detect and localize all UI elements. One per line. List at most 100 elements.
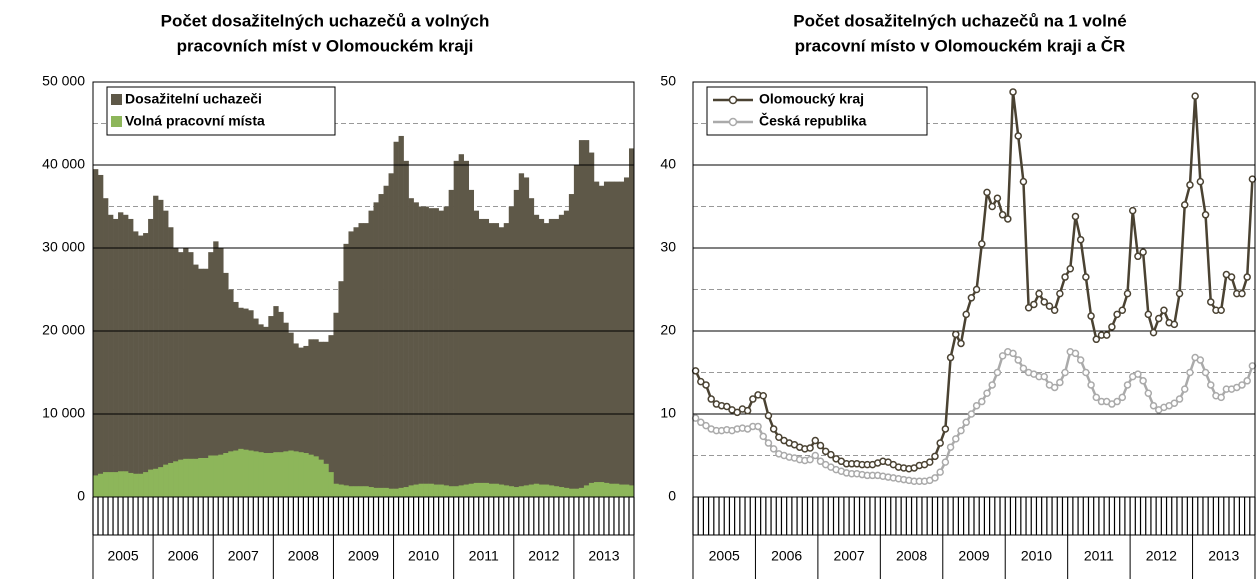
point: [1076, 356, 1085, 364]
x-tick-label: 2005: [107, 548, 138, 564]
point: [749, 395, 757, 403]
x-tick-label: 2010: [408, 548, 439, 564]
point: [1248, 362, 1257, 370]
bar: [348, 486, 354, 497]
point: [1045, 302, 1054, 310]
point: [1181, 385, 1189, 393]
legend-box: [706, 86, 928, 136]
point: [1181, 201, 1189, 209]
legend-swatch: [111, 94, 122, 105]
bar: [548, 218, 555, 497]
bar: [213, 241, 219, 497]
bar: [143, 233, 149, 497]
x-tick-label: 2009: [958, 548, 989, 564]
bar: [593, 181, 600, 497]
bar: [228, 451, 234, 497]
x-tick-label: 2013: [1208, 548, 1239, 564]
bar: [548, 485, 555, 497]
bar: [373, 487, 379, 497]
bar: [298, 347, 304, 497]
bar: [248, 450, 254, 497]
bar: [173, 461, 179, 497]
bar: [303, 345, 309, 497]
bar: [508, 486, 515, 497]
bar: [563, 210, 570, 497]
point: [1139, 248, 1147, 256]
bar: [163, 464, 169, 497]
point: [946, 443, 955, 451]
bar: [268, 453, 274, 497]
bar: [533, 483, 540, 497]
point: [1123, 381, 1132, 389]
point: [1238, 381, 1246, 389]
point: [1243, 273, 1251, 281]
point: [1123, 289, 1132, 298]
y-tick-label: 0: [77, 488, 85, 504]
bar: [253, 318, 259, 497]
chart-title: Počet dosažitelných uchazečů a volných: [161, 11, 490, 30]
y-tick-label: 10 000: [42, 405, 85, 421]
bar: [573, 488, 580, 497]
bar: [258, 324, 264, 497]
bar: [468, 189, 475, 497]
point: [1082, 368, 1090, 377]
bar: [398, 487, 404, 497]
bar: [348, 231, 354, 497]
bar: [238, 307, 244, 497]
point: [1144, 389, 1153, 397]
bar: [233, 450, 239, 497]
bar: [323, 341, 329, 497]
point: [775, 433, 783, 441]
point: [1196, 356, 1205, 364]
y-tick-label: 40: [660, 156, 676, 172]
x-tick-label: 2007: [834, 548, 865, 564]
bar: [363, 223, 369, 497]
point: [1243, 377, 1251, 385]
point: [1108, 323, 1116, 331]
bar: [103, 198, 109, 497]
bar: [343, 243, 349, 497]
bar: [278, 452, 284, 497]
point: [811, 436, 820, 445]
bar: [108, 472, 114, 497]
bar: [218, 454, 224, 497]
point: [993, 368, 1002, 377]
point: [1160, 306, 1168, 314]
bar: [93, 169, 99, 497]
point: [1087, 381, 1095, 389]
bar: [463, 484, 469, 497]
point: [1076, 235, 1085, 244]
bar: [448, 189, 454, 497]
bar: [398, 135, 404, 497]
y-tick-label: 50: [660, 73, 676, 89]
bar: [248, 310, 254, 497]
bar: [468, 483, 475, 497]
bar: [338, 281, 344, 497]
point: [702, 381, 710, 389]
point: [1050, 383, 1059, 392]
point: [983, 188, 991, 197]
bar: [228, 289, 234, 497]
chart-title: pracovní místo v Olomouckém kraji a ČR: [795, 36, 1126, 55]
bar: [513, 487, 520, 497]
legend-marker: [728, 117, 738, 127]
chart-title: pracovních míst v Olomouckém kraji: [177, 36, 474, 55]
bar: [123, 214, 129, 498]
bar: [588, 482, 595, 497]
bar: [418, 483, 424, 497]
x-tick-label: 2005: [709, 548, 740, 564]
bar: [488, 223, 495, 497]
bar: [503, 223, 510, 497]
bar: [623, 177, 630, 497]
bar: [128, 218, 134, 497]
bar: [378, 194, 384, 498]
point: [1050, 306, 1059, 314]
bar: [283, 451, 289, 497]
bar: [513, 189, 520, 497]
bar: [483, 482, 490, 497]
bar: [388, 488, 394, 497]
bar: [613, 483, 620, 497]
bar: [558, 487, 565, 497]
bar: [498, 484, 505, 497]
bar: [603, 482, 610, 497]
